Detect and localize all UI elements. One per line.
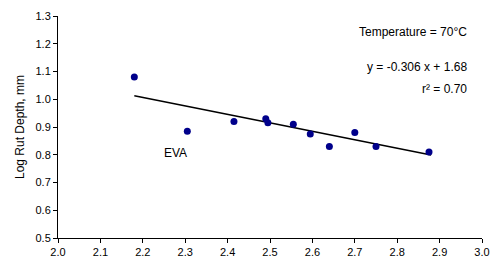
svg-text:0.9: 0.9: [36, 121, 51, 133]
svg-text:1.1: 1.1: [36, 65, 51, 77]
svg-text:EVA: EVA: [164, 146, 187, 160]
svg-text:2.9: 2.9: [432, 246, 447, 258]
svg-text:2.4: 2.4: [220, 246, 235, 258]
svg-text:2.3: 2.3: [178, 246, 193, 258]
svg-text:Temperature = 70°C: Temperature = 70°C: [359, 25, 467, 39]
svg-text:2.8: 2.8: [390, 246, 405, 258]
svg-text:y = -0.306 x + 1.68: y = -0.306 x + 1.68: [367, 60, 467, 74]
svg-text:0.6: 0.6: [36, 204, 51, 216]
svg-text:r² = 0.70: r² = 0.70: [422, 82, 467, 96]
svg-text:0.5: 0.5: [36, 232, 51, 244]
svg-text:1.0: 1.0: [36, 93, 51, 105]
svg-text:2.1: 2.1: [93, 246, 108, 258]
svg-text:2.2: 2.2: [135, 246, 150, 258]
svg-text:2.5: 2.5: [262, 246, 277, 258]
svg-text:0.8: 0.8: [36, 149, 51, 161]
svg-text:2.6: 2.6: [305, 246, 320, 258]
svg-text:0.7: 0.7: [36, 176, 51, 188]
svg-text:1.2: 1.2: [36, 38, 51, 50]
svg-text:2.0: 2.0: [50, 246, 65, 258]
svg-text:3.0: 3.0: [474, 246, 489, 258]
svg-text:Log Rut Depth, mm: Log Rut Depth, mm: [13, 75, 27, 179]
svg-text:2.7: 2.7: [347, 246, 362, 258]
svg-text:1.3: 1.3: [36, 10, 51, 22]
